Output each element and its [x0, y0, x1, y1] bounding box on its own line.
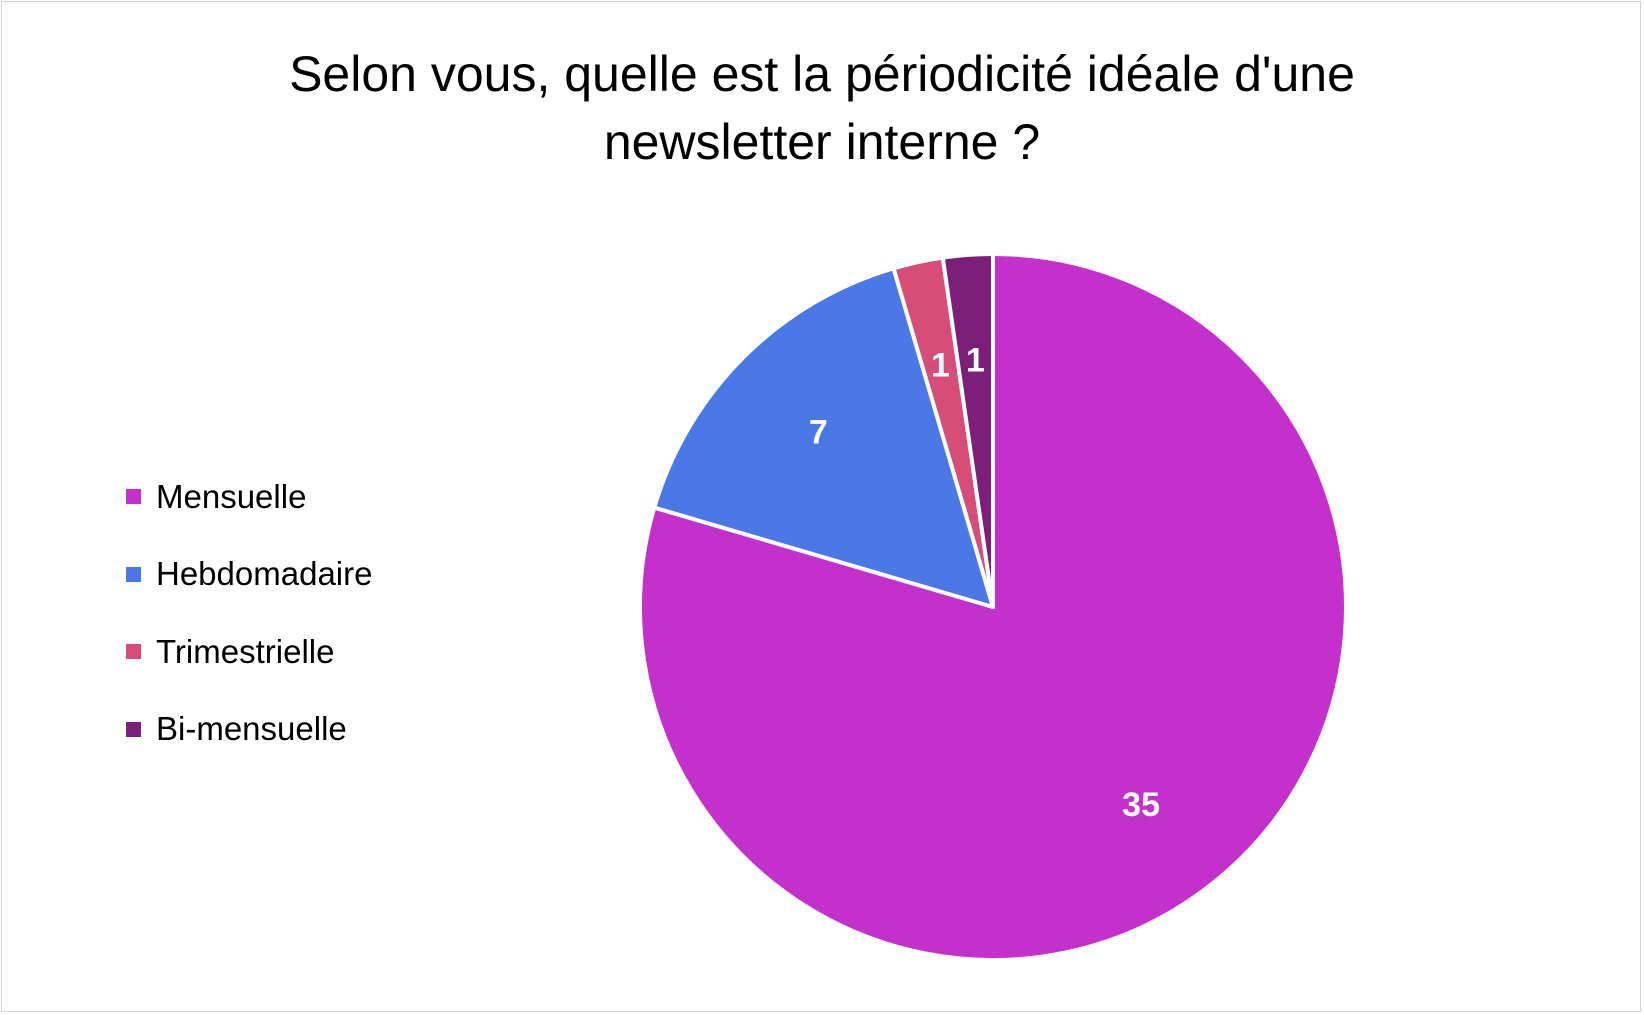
- chart-legend: Mensuelle Hebdomadaire Trimestrielle Bi-…: [126, 458, 372, 768]
- legend-label-trimestrielle: Trimestrielle: [156, 632, 335, 670]
- legend-item-trimestrielle: Trimestrielle: [126, 613, 372, 691]
- legend-item-hebdomadaire: Hebdomadaire: [126, 536, 372, 614]
- chart-title: Selon vous, quelle est la périodicité id…: [0, 40, 1644, 176]
- legend-swatch-hebdomadaire: [126, 566, 141, 582]
- chart-title-line-2: newsletter interne ?: [603, 114, 1041, 170]
- data-label-hebdomadaire: 7: [809, 413, 828, 451]
- chart-title-line-1: Selon vous, quelle est la périodicité id…: [289, 46, 1355, 102]
- legend-item-mensuelle: Mensuelle: [126, 458, 372, 536]
- data-label-mensuelle: 35: [1122, 786, 1160, 824]
- legend-swatch-bi-mensuelle: [126, 721, 141, 737]
- legend-label-hebdomadaire: Hebdomadaire: [156, 555, 373, 593]
- legend-swatch-mensuelle: [126, 489, 141, 505]
- legend-label-mensuelle: Mensuelle: [156, 477, 307, 515]
- legend-item-bi-mensuelle: Bi-mensuelle: [126, 691, 372, 769]
- pie-slice-bi-mensuelle: [940, 252, 995, 609]
- legend-label-bi-mensuelle: Bi-mensuelle: [156, 710, 347, 748]
- data-label-trimestrielle: 1: [931, 347, 950, 385]
- legend-swatch-trimestrielle: [126, 644, 141, 660]
- pie-slice-hebdomadaire: [652, 266, 995, 609]
- data-label-bi-mensuelle: 1: [966, 342, 985, 380]
